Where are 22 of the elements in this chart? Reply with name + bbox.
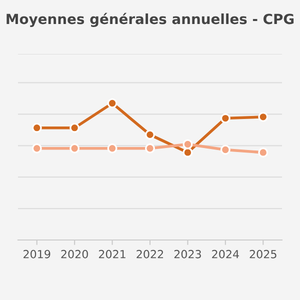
point [145,130,155,140]
point [145,143,155,154]
point [220,144,230,155]
point [182,139,193,150]
x-tick-label: 2023 [174,250,201,258]
chart-title: Moyennes générales annuelles - CPG [6,12,294,27]
point [70,122,80,133]
point [220,113,230,124]
x-tick-label: 2025 [250,250,276,258]
point [258,112,268,122]
point [32,143,42,154]
x-tick-label: 2021 [98,250,126,258]
point [32,122,42,133]
x-tick-label: 2024 [212,250,239,258]
x-tick-label: 2022 [136,250,164,258]
point [107,98,118,108]
point [182,147,193,158]
x-tick-label: 2019 [24,250,50,258]
x-tick-label: 2020 [61,250,88,258]
point [258,147,268,158]
point [70,143,80,154]
point [107,143,118,154]
